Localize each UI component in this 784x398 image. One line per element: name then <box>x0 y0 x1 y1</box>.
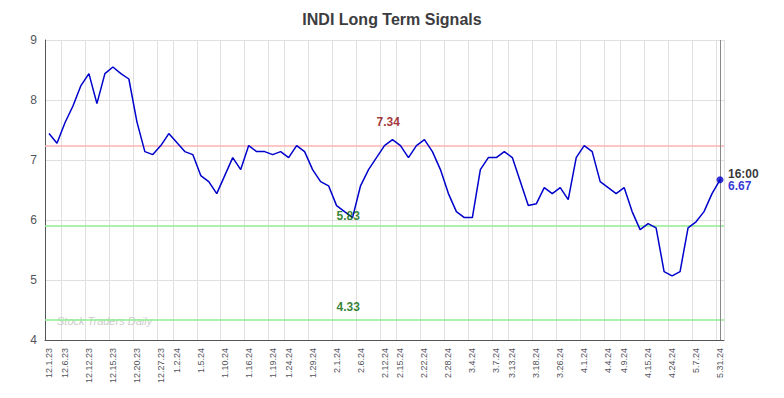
svg-text:3.18.24: 3.18.24 <box>531 348 541 378</box>
svg-text:3.4.24: 3.4.24 <box>467 348 477 373</box>
svg-text:4.15.24: 4.15.24 <box>643 348 653 378</box>
svg-text:1.19.24: 1.19.24 <box>268 348 278 378</box>
svg-text:1.29.24: 1.29.24 <box>308 348 318 378</box>
svg-text:9: 9 <box>30 33 37 47</box>
svg-text:12.6.23: 12.6.23 <box>60 348 70 378</box>
svg-text:4.33: 4.33 <box>337 300 361 314</box>
svg-text:4.4.24: 4.4.24 <box>603 348 613 373</box>
svg-text:12.20.23: 12.20.23 <box>132 348 142 383</box>
svg-text:12.15.23: 12.15.23 <box>108 348 118 383</box>
svg-text:4.24.24: 4.24.24 <box>667 348 677 378</box>
svg-text:16:00: 16:00 <box>728 166 759 181</box>
svg-text:1.16.24: 1.16.24 <box>244 348 254 378</box>
svg-text:1.24.24: 1.24.24 <box>284 348 294 378</box>
svg-text:2.15.24: 2.15.24 <box>395 348 405 378</box>
svg-text:5: 5 <box>30 273 37 287</box>
svg-text:4: 4 <box>30 333 37 347</box>
svg-text:6.67: 6.67 <box>728 179 752 193</box>
svg-text:3.13.24: 3.13.24 <box>507 348 517 378</box>
svg-text:5.31.24: 5.31.24 <box>715 348 725 378</box>
svg-text:4.1.24: 4.1.24 <box>579 348 589 373</box>
svg-text:12.12.23: 12.12.23 <box>84 348 94 383</box>
svg-text:7.34: 7.34 <box>377 115 401 129</box>
svg-text:4.9.24: 4.9.24 <box>619 348 629 373</box>
svg-text:1.5.24: 1.5.24 <box>196 348 206 373</box>
svg-text:1.10.24: 1.10.24 <box>220 348 230 378</box>
svg-text:2.1.24: 2.1.24 <box>332 348 342 373</box>
svg-text:7: 7 <box>30 153 37 167</box>
svg-text:3.26.24: 3.26.24 <box>555 348 565 378</box>
svg-text:6: 6 <box>30 213 37 227</box>
svg-text:8: 8 <box>30 93 37 107</box>
svg-text:INDI Long Term Signals: INDI Long Term Signals <box>302 11 481 28</box>
svg-text:2.22.24: 2.22.24 <box>419 348 429 378</box>
svg-text:1.2.24: 1.2.24 <box>172 348 182 373</box>
svg-text:5.83: 5.83 <box>337 209 361 223</box>
svg-text:Stock Traders Daily: Stock Traders Daily <box>57 314 153 327</box>
svg-text:2.28.24: 2.28.24 <box>443 348 453 378</box>
svg-text:3.7.24: 3.7.24 <box>491 348 501 373</box>
svg-text:12.1.23: 12.1.23 <box>44 348 54 378</box>
svg-text:5.7.24: 5.7.24 <box>691 348 701 373</box>
svg-text:12.27.23: 12.27.23 <box>156 348 166 383</box>
svg-text:2.12.24: 2.12.24 <box>380 348 390 378</box>
svg-text:2.6.24: 2.6.24 <box>356 348 366 373</box>
